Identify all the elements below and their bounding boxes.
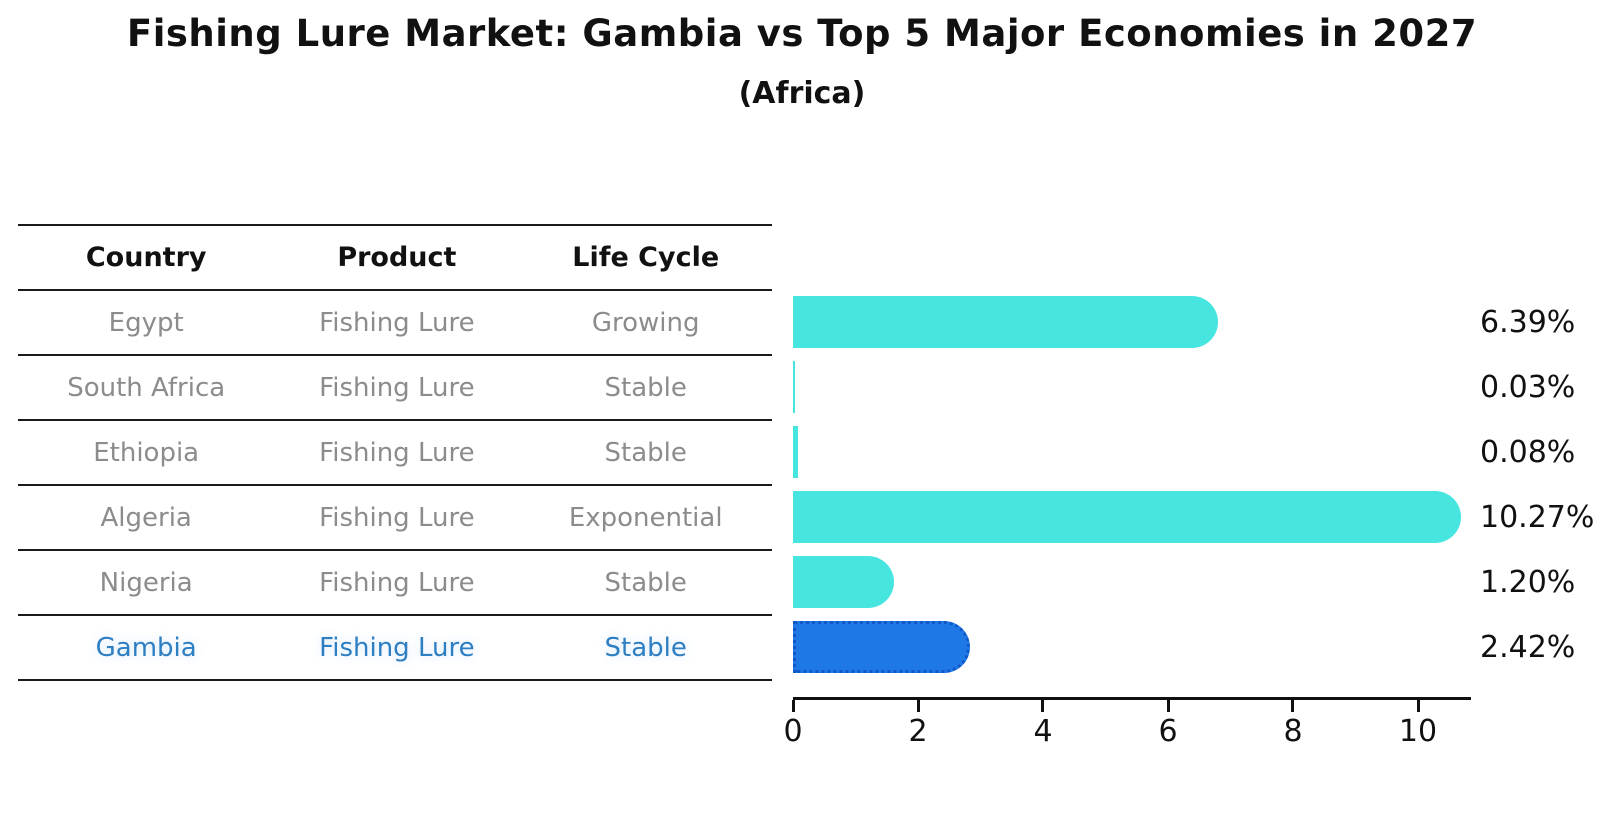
cell-life-cycle: Stable bbox=[604, 437, 687, 468]
bar-gambia bbox=[793, 621, 971, 673]
chart-subtitle: (Africa) bbox=[738, 76, 866, 111]
bar-ethiopia bbox=[793, 426, 798, 478]
x-tick-label: 0 bbox=[783, 714, 803, 749]
bar-row bbox=[793, 485, 1468, 550]
table-row: Nigeria Fishing Lure Stable bbox=[18, 549, 772, 614]
bar-row bbox=[793, 420, 1468, 485]
bar-row bbox=[793, 615, 1468, 680]
chart-title: Fishing Lure Market: Gambia vs Top 5 Maj… bbox=[126, 12, 1478, 55]
x-tick-mark bbox=[1416, 700, 1420, 712]
cell-product: Fishing Lure bbox=[319, 437, 475, 468]
table-row-gambia: Gambia Fishing Lure Stable bbox=[18, 614, 772, 679]
x-tick-mark bbox=[916, 700, 920, 712]
table-header-row: Country Product Life Cycle bbox=[18, 224, 772, 289]
cell-country: South Africa bbox=[67, 372, 226, 403]
bar-egypt bbox=[793, 296, 1219, 348]
x-tick-mark bbox=[1291, 700, 1295, 712]
x-tick-mark bbox=[1041, 700, 1045, 712]
table-row: Ethiopia Fishing Lure Stable bbox=[18, 419, 772, 484]
x-tick-label: 4 bbox=[1033, 714, 1053, 749]
x-tick-label: 8 bbox=[1283, 714, 1303, 749]
bar-row bbox=[793, 550, 1468, 615]
cell-life-cycle: Stable bbox=[604, 632, 687, 663]
value-label-gambia: 2.42% bbox=[1480, 630, 1576, 665]
cell-product: Fishing Lure bbox=[319, 307, 475, 338]
table-row: Egypt Fishing Lure Growing bbox=[18, 289, 772, 354]
cell-product: Fishing Lure bbox=[319, 567, 475, 598]
cell-life-cycle: Stable bbox=[604, 567, 687, 598]
cell-country: Algeria bbox=[100, 502, 192, 533]
x-tick-mark bbox=[1166, 700, 1170, 712]
table-row: South Africa Fishing Lure Stable bbox=[18, 354, 772, 419]
cell-country: Egypt bbox=[108, 307, 184, 338]
x-tick-label: 2 bbox=[908, 714, 928, 749]
bar-plot bbox=[793, 290, 1468, 680]
value-labels: 6.39% 0.03% 0.08% 10.27% 1.20% 2.42% bbox=[1480, 290, 1604, 680]
cell-product: Fishing Lure bbox=[319, 502, 475, 533]
cell-country: Ethiopia bbox=[93, 437, 200, 468]
cell-country: Gambia bbox=[95, 632, 197, 663]
x-tick-mark bbox=[791, 700, 795, 712]
value-label-nigeria: 1.20% bbox=[1480, 565, 1576, 600]
header-product: Product bbox=[337, 242, 457, 273]
value-label-south-africa: 0.03% bbox=[1480, 370, 1576, 405]
bar-algeria bbox=[793, 491, 1461, 543]
header-country: Country bbox=[85, 242, 207, 273]
country-table: Country Product Life Cycle Egypt Fishing… bbox=[18, 224, 772, 681]
cell-country: Nigeria bbox=[99, 567, 193, 598]
x-tick-label: 10 bbox=[1398, 714, 1438, 749]
value-label-algeria: 10.27% bbox=[1480, 500, 1595, 535]
bar-row bbox=[793, 355, 1468, 420]
bar-nigeria bbox=[793, 556, 894, 608]
cell-life-cycle: Stable bbox=[604, 372, 687, 403]
cell-life-cycle: Growing bbox=[591, 307, 700, 338]
cell-product: Fishing Lure bbox=[319, 632, 475, 663]
cell-product: Fishing Lure bbox=[319, 372, 475, 403]
x-axis-ticks: 0 2 4 6 8 10 bbox=[783, 700, 1468, 760]
x-tick-label: 6 bbox=[1158, 714, 1178, 749]
bar-south-africa bbox=[793, 361, 795, 413]
value-label-egypt: 6.39% bbox=[1480, 305, 1576, 340]
header-life-cycle: Life Cycle bbox=[572, 242, 720, 273]
table-row: Algeria Fishing Lure Exponential bbox=[18, 484, 772, 549]
x-axis-line bbox=[793, 697, 1471, 700]
bar-row bbox=[793, 290, 1468, 355]
value-label-ethiopia: 0.08% bbox=[1480, 435, 1576, 470]
cell-life-cycle: Exponential bbox=[568, 502, 723, 533]
